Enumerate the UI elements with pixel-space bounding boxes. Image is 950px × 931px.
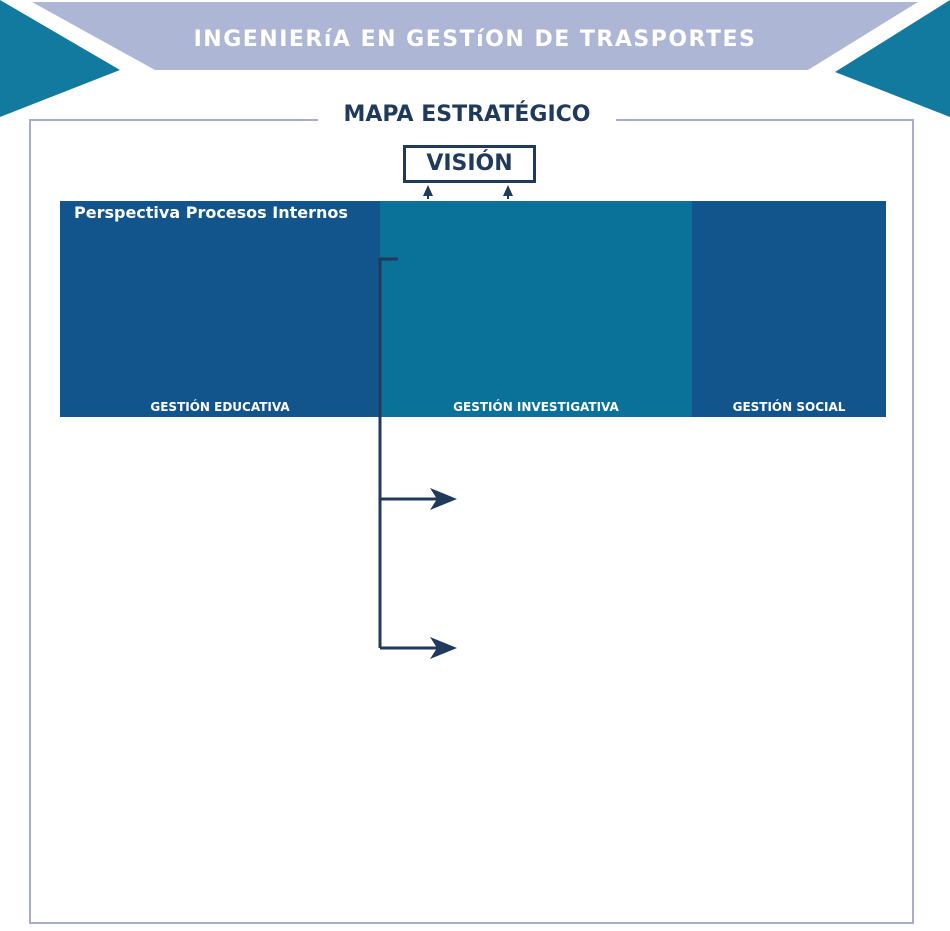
banner-left-triangle <box>0 0 120 117</box>
map-title: MAPA ESTRATÉGICO <box>343 102 591 127</box>
perspective-label: Perspectiva Procesos Internos <box>74 203 348 222</box>
vision-label: VISIÓN <box>426 151 513 176</box>
map-title-background <box>318 98 616 132</box>
column-gestion-investigativa <box>380 201 692 417</box>
banner-right-triangle <box>835 0 950 117</box>
column-label-investigativa: GESTIÓN INVESTIGATIVA <box>453 400 619 414</box>
vision-box <box>403 145 536 183</box>
banner-band <box>32 2 918 70</box>
banner-title: INGENIERíA EN GESTíON DE TRASPORTES <box>193 27 757 52</box>
column-label-social: GESTIÓN SOCIAL <box>732 400 846 414</box>
header-banner <box>0 0 950 117</box>
column-label-educativa: GESTIÓN EDUCATIVA <box>150 400 290 414</box>
column-gestion-educativa <box>60 201 380 417</box>
column-gestion-social <box>692 201 886 417</box>
